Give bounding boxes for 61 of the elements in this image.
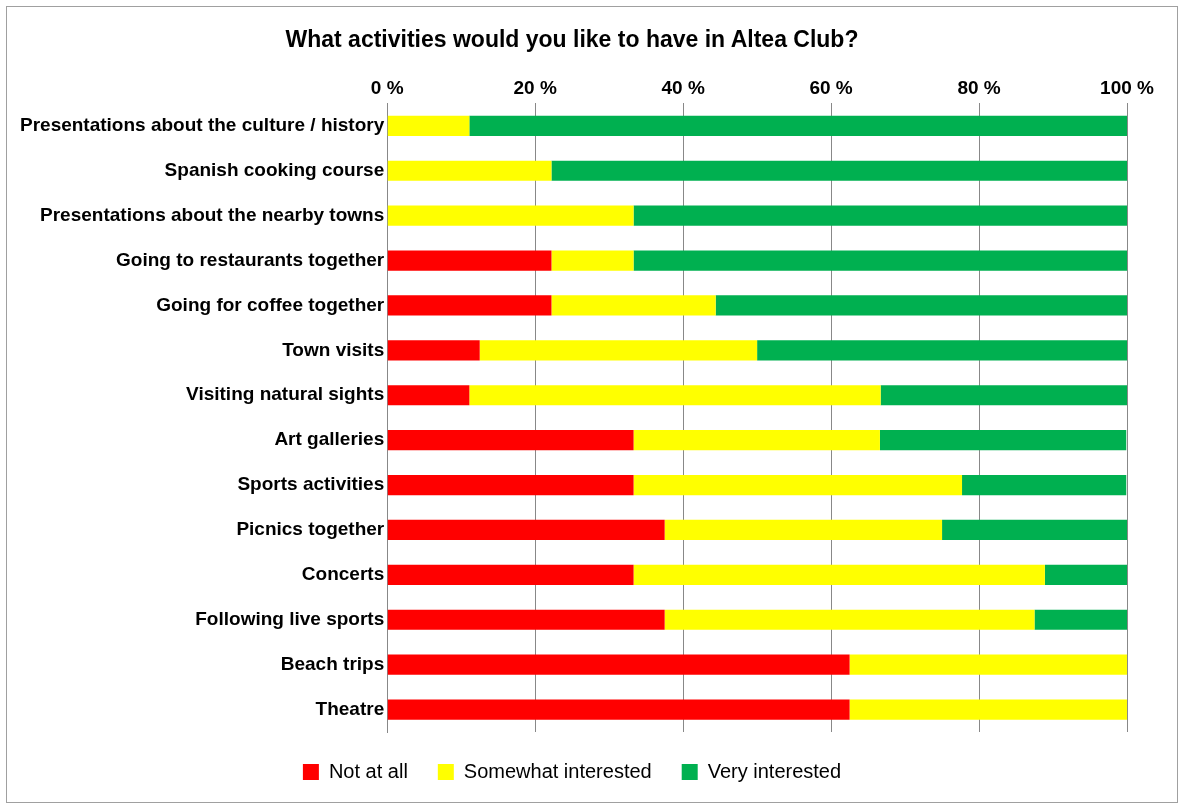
y-tick-label: Town visits <box>282 338 385 360</box>
bar <box>387 699 850 720</box>
bar <box>633 474 963 496</box>
bar <box>1044 564 1127 585</box>
x-tick-label: 80 % <box>957 77 1001 99</box>
legend-label: Not at all <box>328 759 408 782</box>
x-tick-label: 40 % <box>661 77 705 99</box>
y-tick-label: Beach trips <box>280 652 385 674</box>
x-tick-label: 20 % <box>513 77 557 99</box>
bar <box>633 250 1127 271</box>
x-tick-label: 0 % <box>370 77 404 99</box>
bar <box>469 385 881 406</box>
bar <box>849 699 1127 720</box>
bar <box>942 519 1127 541</box>
bar <box>479 340 758 361</box>
bar <box>387 564 634 585</box>
bar <box>1034 609 1127 630</box>
y-tick-label: Picnics together <box>236 518 385 540</box>
y-tick-label: Theatre <box>315 697 385 719</box>
bar <box>387 609 665 630</box>
bar <box>633 205 1127 226</box>
y-tick-label: Concerts <box>301 563 385 585</box>
x-tick-label: 60 % <box>809 77 853 99</box>
y-tick-label: Presentations about the culture / history <box>19 114 385 136</box>
bar <box>551 295 716 316</box>
bar <box>551 160 1127 181</box>
bar <box>715 295 1127 316</box>
y-tick-label: Going for coffee together <box>156 293 385 315</box>
y-tick-label: Visiting natural sights <box>186 383 385 405</box>
y-tick-label: Presentations about the nearby towns <box>40 203 385 225</box>
y-tick-label: Spanish cooking course <box>164 158 385 180</box>
bar <box>387 205 634 226</box>
bar <box>387 295 552 316</box>
bar <box>879 430 1127 451</box>
bar <box>664 519 943 541</box>
legend-label: Very interested <box>707 759 842 782</box>
bar <box>387 430 634 451</box>
x-tick-label: 100 % <box>1100 77 1155 99</box>
y-tick-label: Going to restaurants together <box>116 248 385 270</box>
chart-title: What activities would you like to have in Altea Club? <box>285 26 859 53</box>
bar <box>387 160 552 181</box>
bar <box>633 430 880 451</box>
bar <box>387 519 665 541</box>
bar <box>387 385 470 406</box>
bar <box>849 654 1127 675</box>
y-tick-label: Following live sports <box>195 607 385 629</box>
bar <box>469 115 1127 136</box>
y-tick-label: Sports activities <box>237 473 385 495</box>
legend-label: Somewhat interested <box>463 759 652 782</box>
y-tick-label: Art galleries <box>274 428 385 450</box>
bar <box>633 564 1045 585</box>
bar <box>387 250 552 271</box>
bar <box>880 385 1127 406</box>
bar <box>551 250 634 271</box>
bar <box>387 115 470 136</box>
bar <box>664 609 1035 630</box>
bar <box>387 654 850 675</box>
bar <box>387 340 480 361</box>
bar <box>962 474 1127 496</box>
bar <box>387 474 634 496</box>
bar <box>757 340 1127 361</box>
